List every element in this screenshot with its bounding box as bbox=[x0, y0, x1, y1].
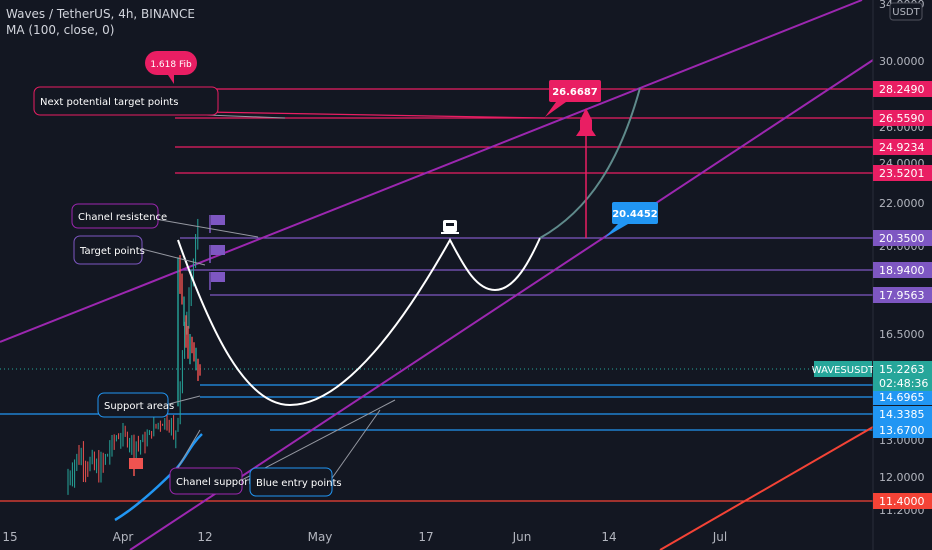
price-level-label: 18.9400 bbox=[879, 264, 925, 277]
annotation-connector bbox=[141, 248, 206, 266]
target-low-callout-pointer bbox=[604, 224, 628, 238]
target-low-callout-text: 20.4452 bbox=[612, 209, 658, 220]
candle-body bbox=[185, 315, 187, 348]
x-tick-label: Jul bbox=[712, 530, 727, 544]
y-tick-label: 16.5000 bbox=[879, 328, 925, 341]
symbol-tag-text: WAVESUSDT bbox=[812, 365, 875, 376]
symbol-tag[interactable] bbox=[814, 361, 872, 377]
candle-body bbox=[193, 342, 195, 362]
symbol-title[interactable]: Waves / TetherUS, 4h, BINANCE bbox=[6, 7, 195, 21]
candle-body bbox=[181, 273, 183, 305]
currency-badge[interactable] bbox=[889, 2, 923, 21]
price-level-label: 14.3385 bbox=[879, 408, 925, 421]
annotation-blue-entry-box[interactable] bbox=[249, 467, 333, 497]
candle-body bbox=[189, 334, 191, 365]
price-level-tag[interactable] bbox=[873, 406, 932, 422]
flag-icon bbox=[211, 245, 225, 255]
flag-icon bbox=[211, 272, 225, 282]
price-level-label: 24.9234 bbox=[879, 141, 925, 154]
target-high-callout-text: 26.6687 bbox=[552, 87, 598, 98]
price-level-tag[interactable] bbox=[873, 110, 932, 126]
candle-body bbox=[187, 325, 189, 359]
price-level-tag[interactable] bbox=[873, 422, 932, 438]
current-price-tag[interactable] bbox=[873, 361, 932, 391]
fib-callout-text: 1.618 Fib bbox=[150, 60, 192, 70]
y-tick-label: 12.0000 bbox=[879, 471, 925, 484]
price-level-tag[interactable] bbox=[873, 389, 932, 405]
price-level-label: 17.9563 bbox=[879, 289, 925, 302]
candle-body bbox=[195, 347, 197, 371]
x-tick-label: May bbox=[308, 530, 333, 544]
annotation-connector bbox=[164, 395, 201, 406]
x-tick-label: 17 bbox=[418, 530, 433, 544]
annotation-next-targets-box[interactable] bbox=[33, 86, 219, 116]
x-tick-label: 14 bbox=[601, 530, 616, 544]
cup-and-handle-pattern bbox=[177, 237, 541, 407]
fib-callout-bubble[interactable] bbox=[145, 51, 197, 75]
candle-body bbox=[191, 336, 193, 354]
price-level-label: 11.4000 bbox=[879, 495, 925, 508]
annotation-connector bbox=[329, 409, 381, 482]
x-tick-label: 12 bbox=[197, 530, 212, 544]
price-level-tag[interactable] bbox=[873, 287, 932, 303]
target-high-callout-pointer bbox=[545, 102, 566, 117]
price-level-label: 20.3500 bbox=[879, 232, 925, 245]
currency-label: USDT bbox=[892, 7, 920, 18]
coffee-rim bbox=[446, 223, 454, 226]
price-level-label: 13.6700 bbox=[879, 424, 925, 437]
current-price-label: 15.2263 bbox=[879, 363, 925, 376]
candle-body bbox=[177, 257, 179, 407]
projection-curve bbox=[539, 87, 641, 239]
price-level-tag[interactable] bbox=[873, 230, 932, 246]
price-level-tag[interactable] bbox=[873, 165, 932, 181]
price-level-label: 26.5590 bbox=[879, 112, 925, 125]
annotation-channel-support-box[interactable] bbox=[169, 467, 243, 495]
annotation-channel-resistance-text: Chanel resistence bbox=[78, 212, 167, 223]
annotation-channel-resistance-box[interactable] bbox=[71, 203, 159, 229]
indicator-title[interactable]: MA (100, close, 0) bbox=[6, 23, 115, 37]
flag-icon bbox=[211, 215, 225, 225]
chart-legend: Waves / TetherUS, 4h, BINANCE MA (100, c… bbox=[6, 6, 195, 38]
annotation-next-targets-text: Next potential target points bbox=[40, 97, 178, 108]
red-trend-line bbox=[659, 426, 874, 550]
red-flag-icon bbox=[129, 458, 143, 469]
y-tick-label: 30.0000 bbox=[879, 55, 925, 68]
price-level-tag[interactable] bbox=[873, 493, 932, 509]
candle-body bbox=[183, 296, 185, 326]
annotation-connector bbox=[154, 218, 259, 238]
rocket-icon bbox=[576, 108, 596, 136]
candle-body bbox=[199, 364, 201, 376]
annotation-channel-support-text: Chanel support bbox=[176, 477, 252, 488]
candle-body bbox=[197, 358, 199, 381]
coffee-saucer bbox=[441, 232, 459, 234]
y-tick-label: 22.0000 bbox=[879, 197, 925, 210]
price-level-label: 23.5201 bbox=[879, 167, 925, 180]
annotation-support-areas-text: Support areas bbox=[104, 401, 174, 412]
x-tick-label: Apr bbox=[113, 530, 134, 544]
price-level-label: 14.6965 bbox=[879, 391, 925, 404]
x-tick-label: 15 bbox=[2, 530, 17, 544]
annotation-target-points-text: Target points bbox=[79, 246, 145, 257]
channel-upper-line bbox=[0, 0, 863, 343]
price-level-tag[interactable] bbox=[873, 81, 932, 97]
annotation-target-points-box[interactable] bbox=[73, 235, 143, 265]
target-high-callout-bubble[interactable] bbox=[549, 80, 601, 102]
price-level-tag[interactable] bbox=[873, 262, 932, 278]
candle-body bbox=[179, 255, 181, 294]
fib-callout-pointer bbox=[168, 75, 174, 84]
target-low-callout-bubble[interactable] bbox=[612, 202, 658, 224]
candle-countdown-label: 02:48:36 bbox=[879, 377, 928, 390]
x-tick-label: Jun bbox=[512, 530, 532, 544]
price-level-tag[interactable] bbox=[873, 139, 932, 155]
price-level-label: 28.2490 bbox=[879, 83, 925, 96]
annotation-support-areas-box[interactable] bbox=[97, 392, 169, 418]
annotation-blue-entry-text: Blue entry points bbox=[256, 478, 342, 489]
